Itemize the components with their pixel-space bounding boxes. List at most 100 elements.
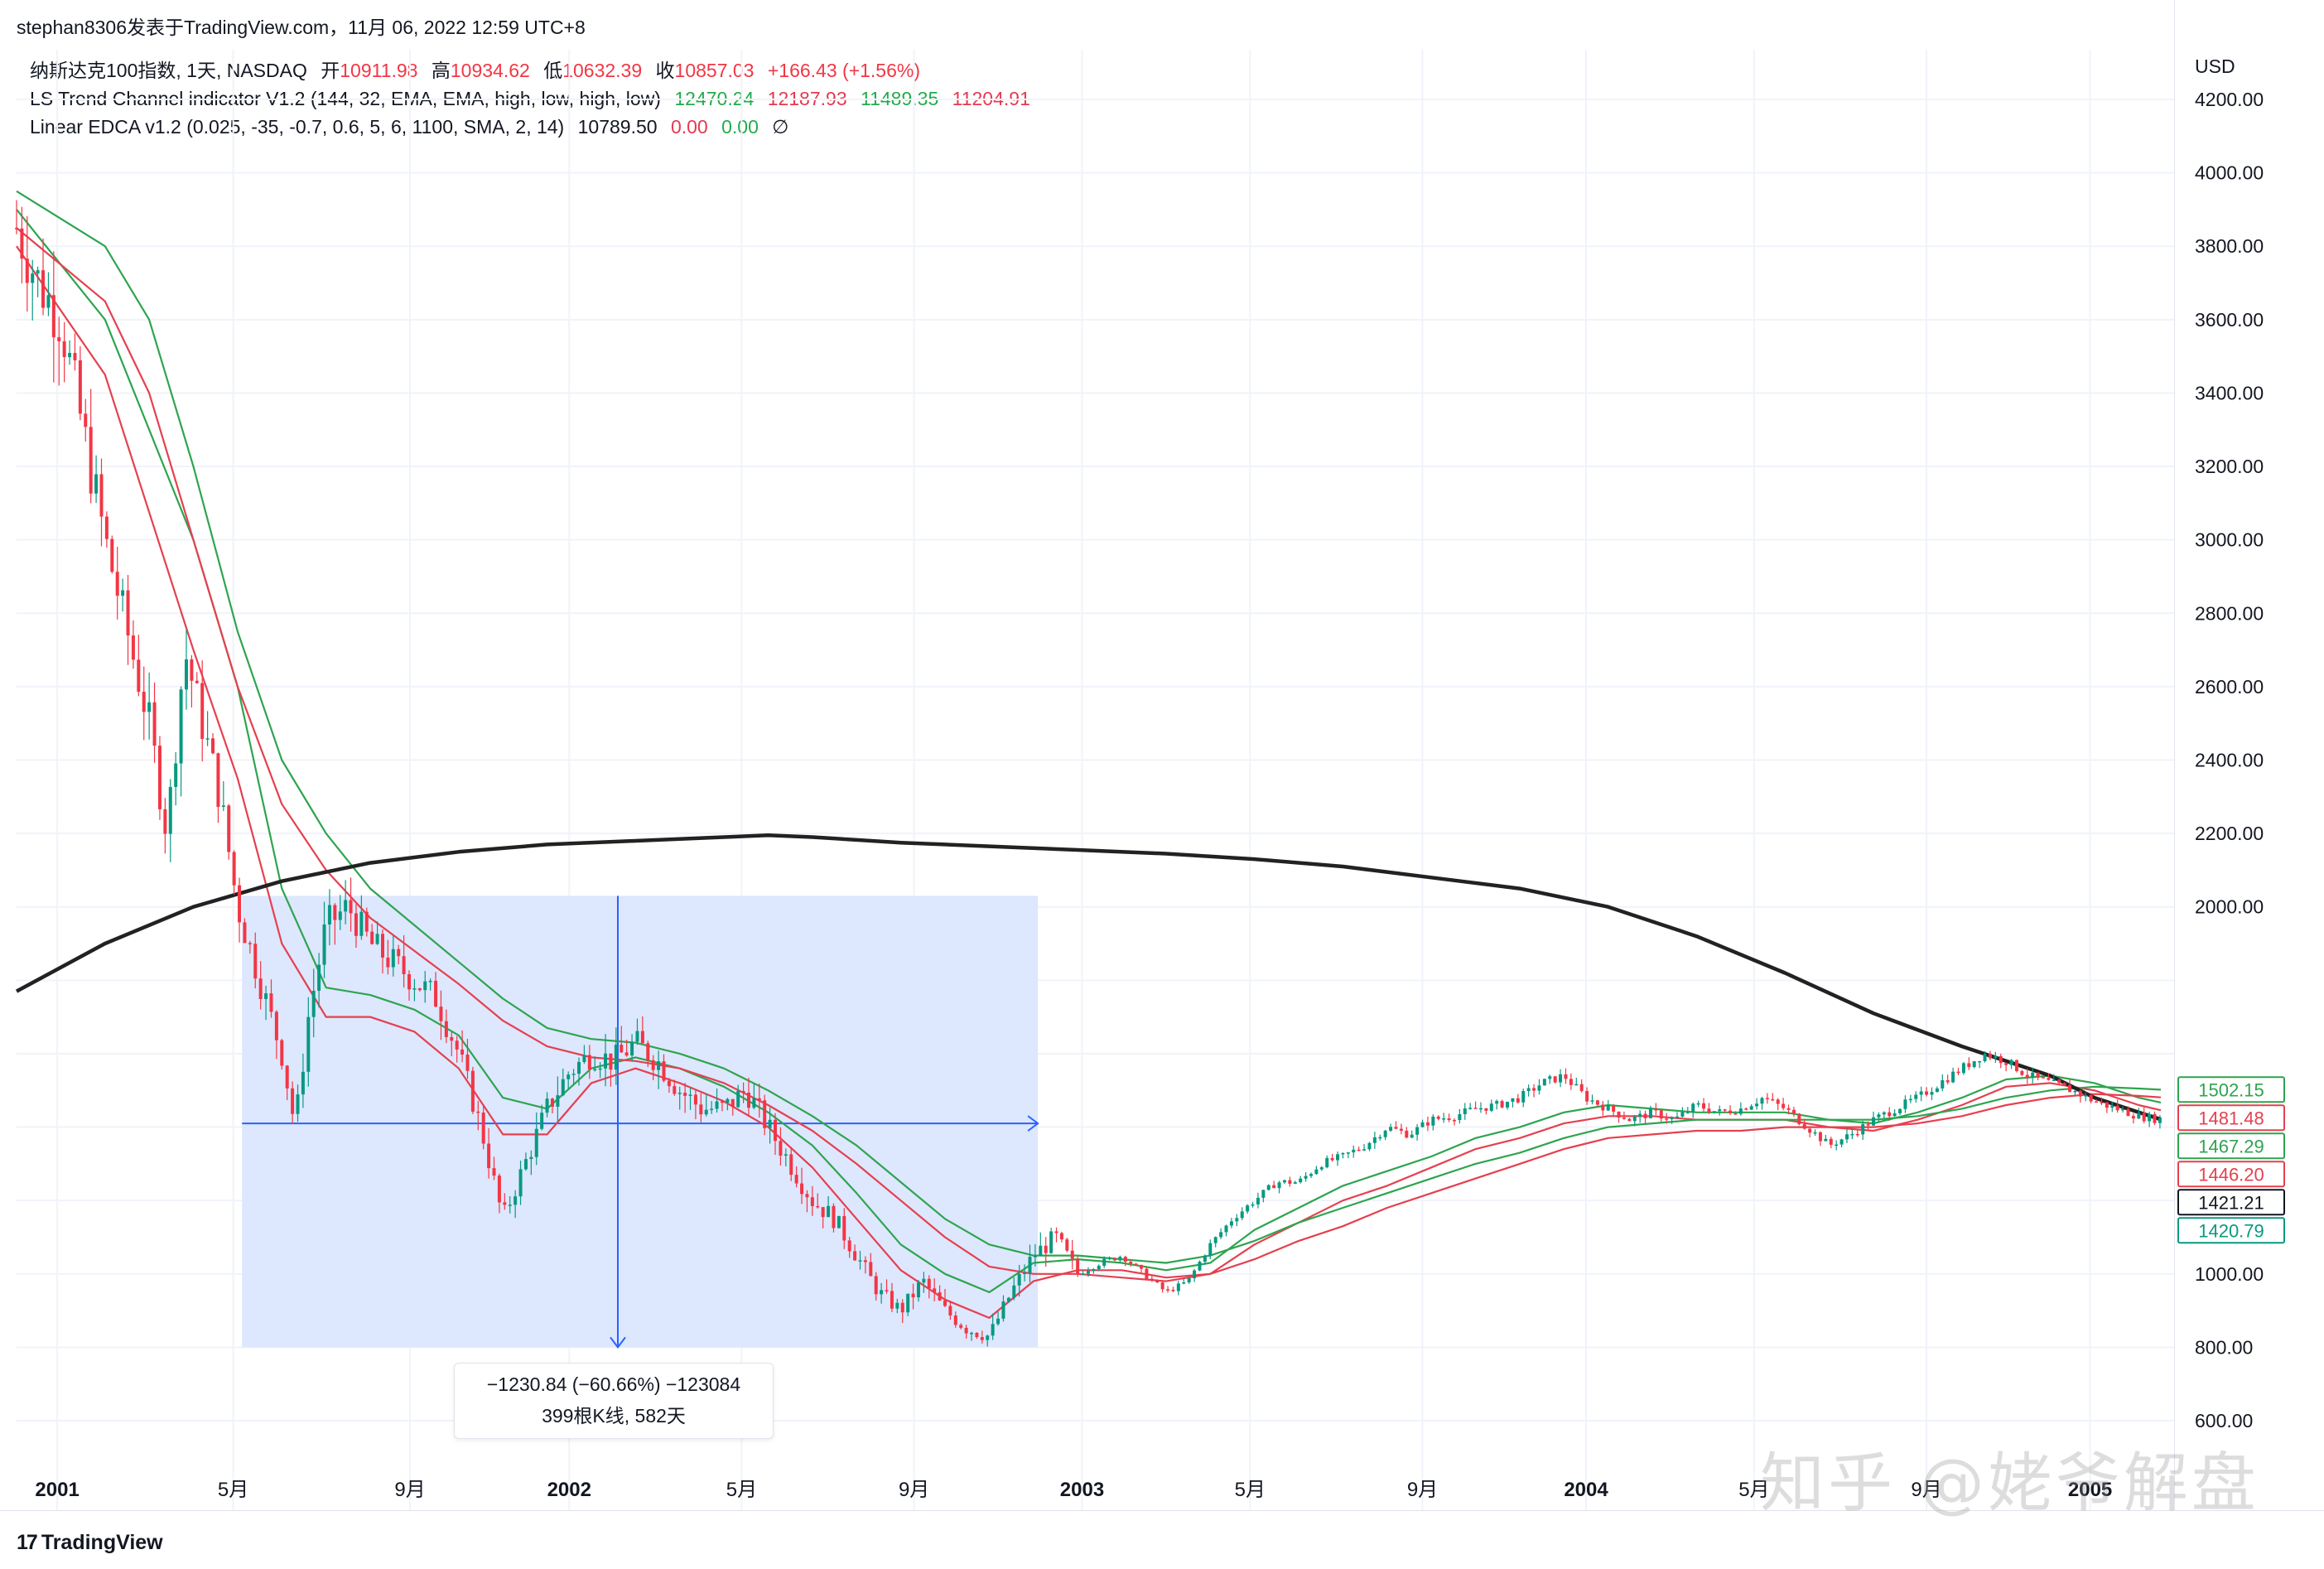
candle-body bbox=[1632, 1117, 1637, 1122]
candle-body bbox=[317, 964, 321, 992]
y-tick-label: 600.00 bbox=[2195, 1410, 2253, 1431]
change-value: +166.43 (+1.56%) bbox=[767, 60, 920, 81]
candle-body bbox=[662, 1061, 666, 1081]
candle-body bbox=[1521, 1090, 1526, 1103]
candle-body bbox=[1733, 1113, 1738, 1115]
candle-body bbox=[567, 1074, 571, 1079]
candle-body bbox=[423, 981, 427, 991]
watermark: 知乎 @姥爷解盘 bbox=[1760, 1446, 2259, 1521]
x-tick-label: 2004 bbox=[1564, 1479, 1608, 1501]
candle-body bbox=[1203, 1255, 1207, 1262]
open-number: 10911.98 bbox=[340, 60, 418, 81]
candle-body bbox=[710, 1108, 714, 1111]
candle-body bbox=[1006, 1297, 1010, 1302]
indicator2-name: Linear EDCA v1.2 (0.025, -35, -0.7, 0.6,… bbox=[30, 116, 565, 138]
candle-body bbox=[1277, 1182, 1281, 1189]
candle-body bbox=[428, 980, 432, 982]
candle-body bbox=[227, 805, 231, 852]
candle-body bbox=[1877, 1114, 1881, 1118]
candle-body bbox=[1436, 1116, 1440, 1119]
candle-body bbox=[2148, 1113, 2152, 1122]
candle-body bbox=[238, 885, 242, 923]
open-label: 开 bbox=[321, 60, 340, 81]
candle-body bbox=[115, 572, 119, 596]
candle-body bbox=[434, 980, 438, 1007]
measure-tooltip: −1230.84 (−60.66%) −123084 399根K线, 582天 bbox=[454, 1363, 774, 1439]
candle-body bbox=[412, 988, 417, 990]
candle-body bbox=[1017, 1273, 1021, 1286]
candle-body bbox=[2031, 1072, 2035, 1078]
candle-body bbox=[1129, 1262, 1133, 1264]
x-tick-label: 9月 bbox=[394, 1479, 425, 1501]
candle-body bbox=[1383, 1130, 1387, 1137]
candle-body bbox=[1394, 1127, 1398, 1129]
candle-body bbox=[970, 1332, 974, 1335]
candle-body bbox=[1054, 1231, 1058, 1233]
candle-body bbox=[1738, 1108, 1743, 1114]
candle-body bbox=[1065, 1239, 1069, 1251]
candle-body bbox=[2121, 1108, 2125, 1111]
indicator-lines bbox=[15, 190, 2162, 1319]
candle-body bbox=[1643, 1113, 1647, 1118]
candle-body bbox=[1319, 1167, 1324, 1170]
candle-body bbox=[1405, 1130, 1409, 1138]
author-line: stephan8306发表于TradingView.com，11月 06, 20… bbox=[17, 17, 586, 38]
candle-body bbox=[774, 1119, 778, 1142]
candle-body bbox=[1033, 1256, 1037, 1258]
candle-body bbox=[609, 1053, 613, 1070]
candle-body bbox=[1548, 1076, 1552, 1079]
candle-body bbox=[1293, 1182, 1297, 1184]
candle-body bbox=[1729, 1110, 1733, 1113]
candle-body bbox=[2105, 1102, 2109, 1108]
tradingview-footer[interactable]: 17 TradingView bbox=[17, 1531, 163, 1555]
candle-body bbox=[1463, 1108, 1467, 1115]
candle-body bbox=[2004, 1063, 2008, 1065]
price-label-text: 1446.20 bbox=[2198, 1164, 2264, 1185]
candle-body bbox=[51, 295, 55, 338]
legend-indicator2-row[interactable]: Linear EDCA v1.2 (0.025, -35, -0.7, 0.6,… bbox=[30, 113, 1039, 141]
y-tick-label: 2600.00 bbox=[2195, 676, 2264, 698]
candle-body bbox=[1627, 1118, 1632, 1122]
candle-body bbox=[2115, 1105, 2119, 1111]
candle-body bbox=[397, 949, 401, 957]
candle-body bbox=[2078, 1090, 2082, 1097]
candle-body bbox=[2100, 1102, 2104, 1103]
axis-border bbox=[2174, 0, 2175, 1510]
price-label: 1420.79 bbox=[2177, 1217, 2285, 1244]
candle-body bbox=[1835, 1144, 1839, 1147]
candle-body bbox=[2068, 1084, 2072, 1093]
candle-body bbox=[1309, 1174, 1313, 1176]
candle-body bbox=[1352, 1149, 1356, 1153]
high-label: 高 bbox=[431, 60, 451, 81]
candle-body bbox=[301, 1071, 305, 1095]
bottom-border bbox=[0, 1510, 2324, 1511]
candle-body bbox=[1808, 1128, 1812, 1133]
candle-body bbox=[1866, 1124, 1870, 1126]
y-tick-label: 3800.00 bbox=[2195, 235, 2264, 257]
x-tick-label: 2001 bbox=[35, 1479, 79, 1501]
candle-body bbox=[1134, 1263, 1138, 1266]
candle-body bbox=[1123, 1257, 1127, 1262]
candle-body bbox=[938, 1291, 942, 1301]
candle-body bbox=[25, 258, 29, 283]
price-label-text: 1481.48 bbox=[2198, 1108, 2264, 1128]
candle-body bbox=[1500, 1101, 1504, 1108]
candle-body bbox=[741, 1090, 745, 1093]
candle-body bbox=[1680, 1112, 1685, 1117]
price-label: 1502.15 bbox=[2177, 1076, 2285, 1103]
candle-body bbox=[1425, 1122, 1430, 1126]
y-tick-label: 2800.00 bbox=[2195, 602, 2264, 624]
candle-body bbox=[730, 1098, 735, 1108]
candle-body bbox=[1749, 1106, 1753, 1110]
indicator2-value-2: 0.00 bbox=[670, 116, 708, 138]
candle-body bbox=[693, 1094, 697, 1105]
candle-body bbox=[640, 1031, 644, 1044]
candle-body bbox=[667, 1080, 671, 1087]
candle-body bbox=[1076, 1258, 1080, 1274]
candle-body bbox=[1707, 1108, 1711, 1113]
candle-body bbox=[1420, 1122, 1425, 1127]
candle-body bbox=[556, 1095, 560, 1107]
candle-body bbox=[1797, 1113, 1801, 1125]
candle-body bbox=[1341, 1152, 1345, 1155]
